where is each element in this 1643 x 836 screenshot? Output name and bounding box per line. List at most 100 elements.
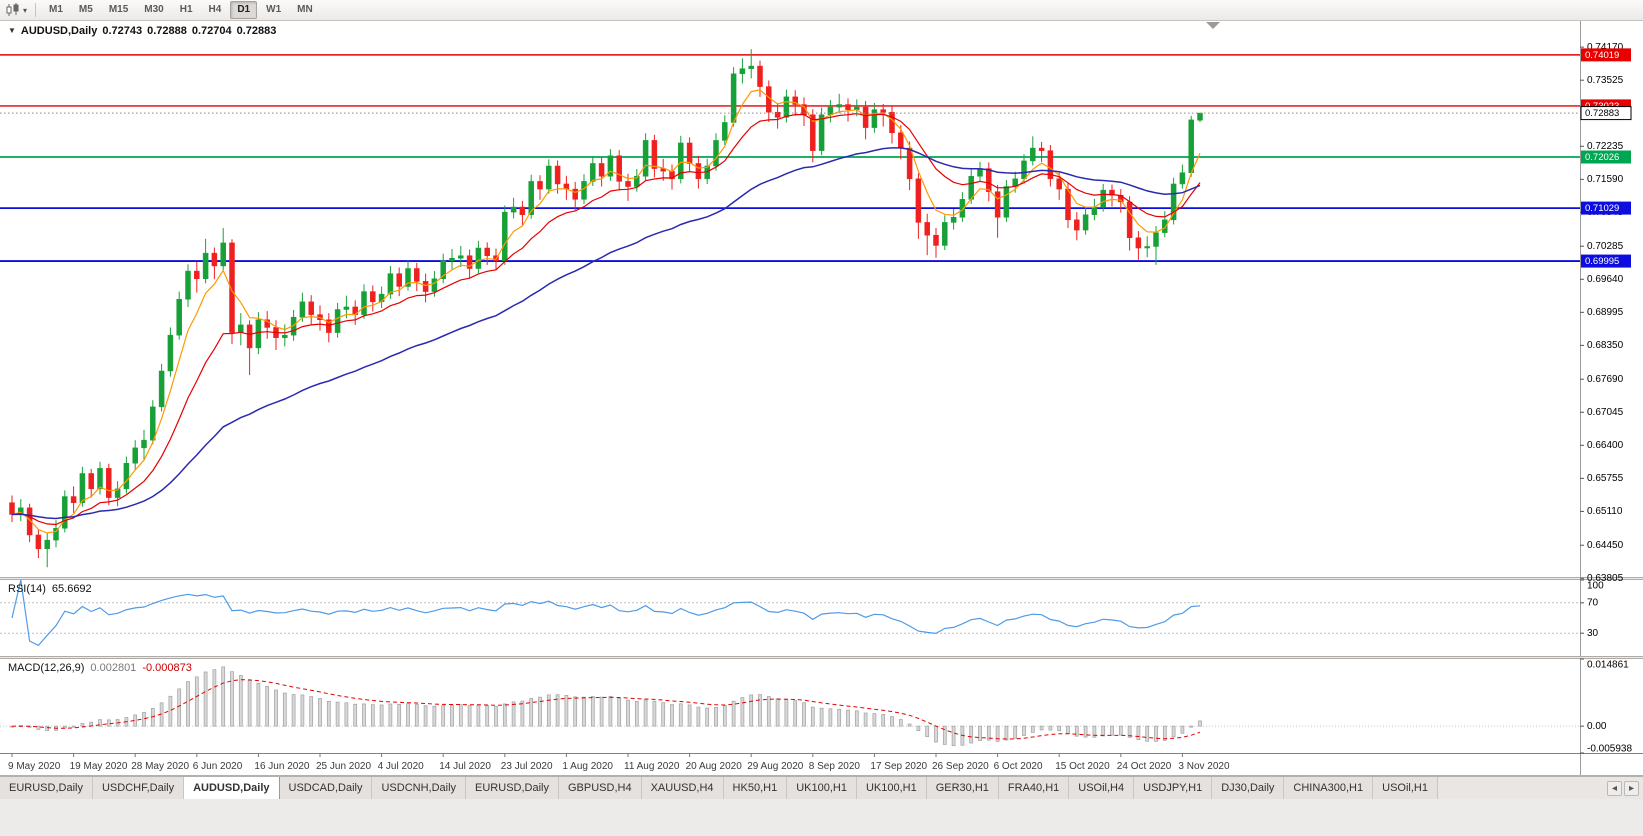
svg-text:25 Jun 2020: 25 Jun 2020 (316, 761, 371, 772)
svg-text:0.71029: 0.71029 (1585, 203, 1619, 214)
timeframe-button-m5[interactable]: M5 (78, 4, 93, 15)
svg-text:16 Jun 2020: 16 Jun 2020 (254, 761, 309, 772)
moving-averages (11, 89, 1201, 534)
chart-tab-usdchf-daily[interactable]: USDCHF,Daily (92, 777, 185, 799)
chart-tab-gbpusd-h4[interactable]: GBPUSD,H4 (559, 777, 642, 799)
svg-text:0.014861: 0.014861 (1587, 660, 1629, 671)
svg-text:30: 30 (1587, 628, 1599, 639)
candles-layer (9, 49, 1203, 568)
svg-text:0.72026: 0.72026 (1585, 152, 1619, 163)
chart-tab-uk100-h1[interactable]: UK100,H1 (787, 777, 857, 799)
macd-header: MACD(12,26,9) 0.002801 -0.000873 (8, 662, 198, 674)
svg-text:1 Aug 2020: 1 Aug 2020 (562, 761, 613, 772)
timeframe-button-m30[interactable]: M30 (144, 4, 164, 15)
chart-type-dropdown-icon[interactable]: ▾ (23, 5, 28, 15)
svg-text:0.70285: 0.70285 (1587, 241, 1624, 252)
svg-text:17 Sep 2020: 17 Sep 2020 (870, 761, 927, 772)
timeframe-button-m1[interactable]: M1 (49, 4, 63, 15)
price-axis: 0.741700.735250.722350.715900.709450.702… (1580, 42, 1624, 584)
window-bottom-filler (0, 799, 1643, 836)
svg-text:3 Nov 2020: 3 Nov 2020 (1178, 761, 1230, 772)
svg-text:24 Oct 2020: 24 Oct 2020 (1117, 761, 1172, 772)
svg-text:28 May 2020: 28 May 2020 (131, 761, 189, 772)
svg-text:70: 70 (1587, 597, 1599, 608)
ma-mid (11, 112, 1201, 526)
macd-label: MACD(12,26,9) (8, 662, 85, 674)
tab-scroll-arrows: ◂ ▸ (1606, 777, 1643, 799)
chart-header: ▼ AUDUSD,Daily 0.72743 0.72888 0.72704 0.7288… (8, 25, 281, 37)
chart-tab-usoil-h4[interactable]: USOil,H4 (1069, 777, 1135, 799)
svg-text:0.73525: 0.73525 (1587, 75, 1624, 86)
chart-tab-china300-h1[interactable]: CHINA300,H1 (1284, 777, 1374, 799)
svg-text:0.68350: 0.68350 (1587, 340, 1624, 351)
timeframe-buttons: M1 M5 M15 M30 H1 H4 D1 W1 MN (42, 1, 320, 19)
svg-text:0.72235: 0.72235 (1587, 141, 1624, 152)
svg-text:15 Oct 2020: 15 Oct 2020 (1055, 761, 1110, 772)
svg-text:29 Aug 2020: 29 Aug 2020 (747, 761, 804, 772)
chart-tabbar: EURUSD,Daily USDCHF,Daily AUDUSD,Daily USDC… (0, 776, 1643, 799)
chart-tab-ger30-h1[interactable]: GER30,H1 (926, 777, 999, 799)
chart-type-icon[interactable] (4, 2, 22, 18)
time-axis: 9 May 2020 19 May 2020 28 May 2020 6 Jun 20… (8, 753, 1230, 772)
svg-text:0.67045: 0.67045 (1587, 407, 1624, 418)
timeframe-button-m15[interactable]: M15 (108, 4, 129, 15)
svg-text:0.65755: 0.65755 (1587, 473, 1624, 484)
chart-tab-hk50-h1[interactable]: HK50,H1 (723, 777, 788, 799)
svg-text:4 Jul 2020: 4 Jul 2020 (378, 761, 425, 772)
price-badge: 0.74019 (1581, 48, 1631, 62)
chart-tab-eurusd-daily[interactable]: EURUSD,Daily (466, 777, 559, 799)
price-chart[interactable]: 0.741700.735250.722350.715900.709450.702… (0, 21, 1643, 776)
rsi-header: RSI(14) 65.6692 (8, 583, 98, 595)
macd-signal-value: -0.000873 (142, 662, 192, 674)
chart-tab-usoil-h1[interactable]: USOil,H1 (1373, 777, 1438, 799)
chart-tab-usdcad-daily[interactable]: USDCAD,Daily (279, 777, 373, 799)
chart-tab-dj30-daily[interactable]: DJ30,Daily (1212, 777, 1285, 799)
chart-tab-usdcnh-daily[interactable]: USDCNH,Daily (372, 777, 467, 799)
tabs-scroll-right-icon[interactable]: ▸ (1623, 780, 1639, 796)
candlestick-icon (6, 3, 19, 16)
price-badge: 0.69995 (1581, 254, 1631, 268)
chart-shift-marker[interactable] (1206, 22, 1220, 29)
ma-fast (11, 89, 1201, 534)
price-badge: 0.72026 (1581, 150, 1631, 164)
rsi-label: RSI(14) (8, 583, 46, 595)
timeframe-button-d1[interactable]: D1 (230, 1, 258, 19)
close-value: 0.72883 (236, 25, 277, 37)
symbol-period-label: AUDUSD,Daily (20, 25, 98, 37)
svg-text:0.68995: 0.68995 (1587, 307, 1624, 318)
price-badge: 0.71029 (1581, 201, 1631, 215)
chart-tab-eurusd-daily[interactable]: EURUSD,Daily (0, 777, 93, 799)
collapse-triangle-icon[interactable]: ▼ (8, 26, 16, 35)
svg-text:0.69640: 0.69640 (1587, 274, 1624, 285)
svg-text:19 May 2020: 19 May 2020 (70, 761, 128, 772)
high-value: 0.72888 (147, 25, 187, 37)
svg-text:14 Jul 2020: 14 Jul 2020 (439, 761, 491, 772)
chart-tab-uk100-h1[interactable]: UK100,H1 (856, 777, 927, 799)
svg-text:8 Sep 2020: 8 Sep 2020 (809, 761, 861, 772)
timeframe-button-h1[interactable]: H1 (179, 4, 193, 15)
toolbar-separator (35, 3, 37, 17)
svg-text:6 Oct 2020: 6 Oct 2020 (994, 761, 1043, 772)
svg-text:0.74019: 0.74019 (1585, 50, 1619, 61)
timeframe-button-w1[interactable]: W1 (266, 4, 282, 15)
chart-tab-audusd-daily[interactable]: AUDUSD,Daily (184, 777, 280, 799)
svg-text:20 Aug 2020: 20 Aug 2020 (686, 761, 743, 772)
chart-tab-fra40-h1[interactable]: FRA40,H1 (998, 777, 1070, 799)
chart-tabs: EURUSD,Daily USDCHF,Daily AUDUSD,Daily USDC… (0, 777, 1438, 799)
horizontal-lines[interactable] (0, 54, 1580, 262)
svg-text:0.00: 0.00 (1587, 721, 1607, 732)
price-badge: 0.72883 (1580, 106, 1632, 121)
svg-text:9 May 2020: 9 May 2020 (8, 761, 61, 772)
svg-text:0.65110: 0.65110 (1587, 506, 1623, 517)
tabs-scroll-left-icon[interactable]: ◂ (1606, 780, 1622, 796)
svg-text:100: 100 (1587, 581, 1604, 592)
svg-text:26 Sep 2020: 26 Sep 2020 (932, 761, 989, 772)
svg-text:0.63805: 0.63805 (1587, 573, 1624, 584)
chart-tab-usdjpy-h1[interactable]: USDJPY,H1 (1134, 777, 1213, 799)
chart-tab-xauusd-h4[interactable]: XAUUSD,H4 (641, 777, 724, 799)
timeframe-button-mn[interactable]: MN (297, 4, 313, 15)
svg-text:-0.005938: -0.005938 (1587, 744, 1632, 755)
rsi-value: 65.6692 (51, 583, 92, 595)
timeframe-button-h4[interactable]: H4 (208, 4, 222, 15)
svg-text:0.71590: 0.71590 (1587, 174, 1624, 185)
